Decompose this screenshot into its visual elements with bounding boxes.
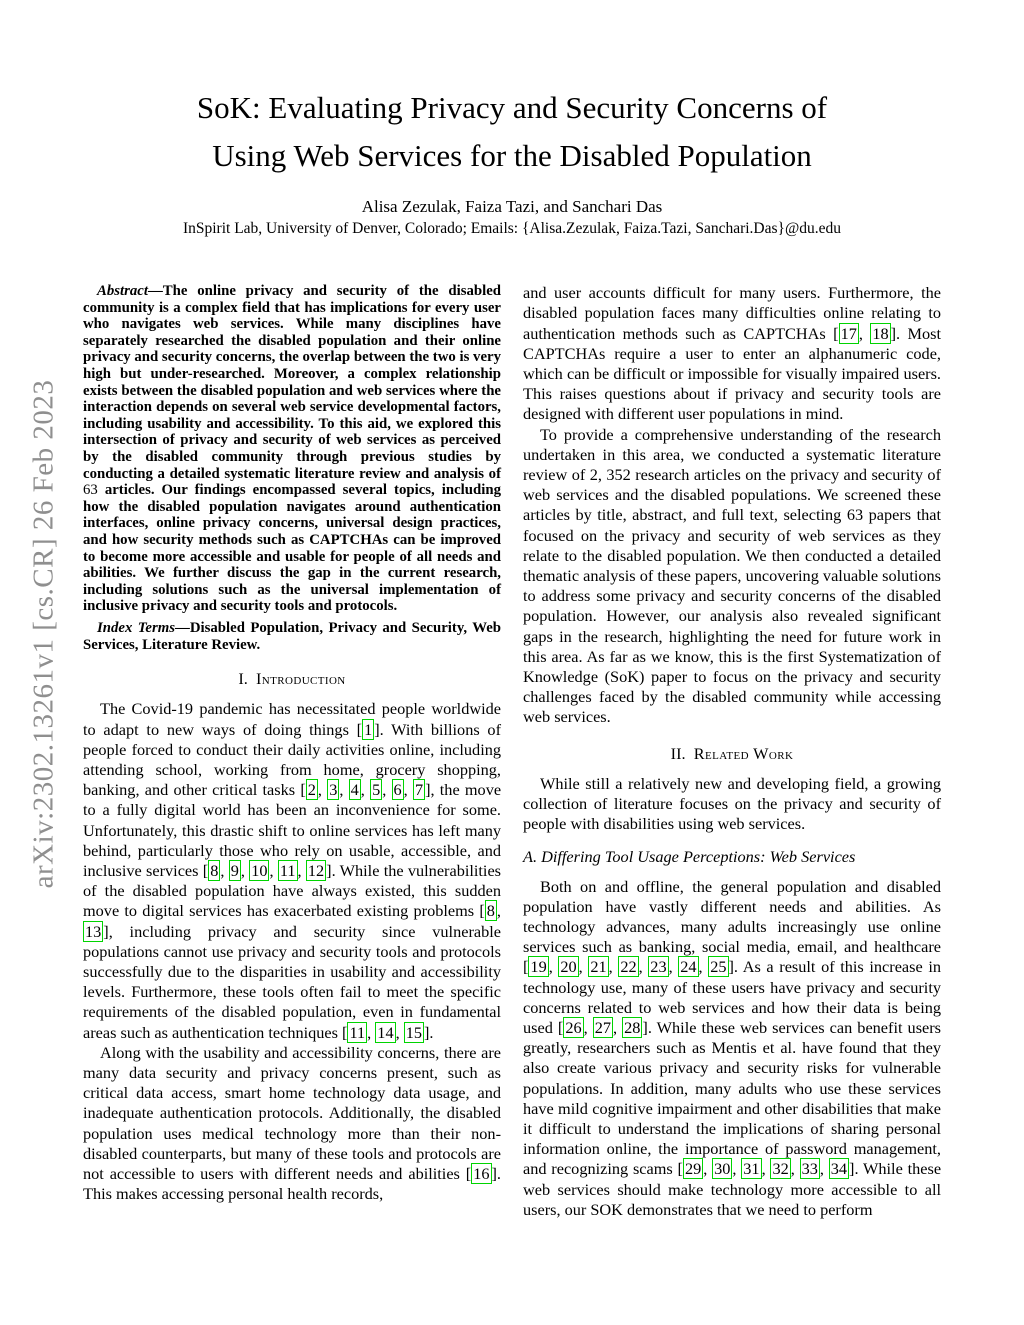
citation-link[interactable]: 8 bbox=[208, 859, 221, 881]
citation-link[interactable]: 9 bbox=[228, 859, 241, 881]
abstract-paragraph: Abstract—The online privacy and security… bbox=[83, 283, 501, 615]
citation-link[interactable]: 32 bbox=[770, 1158, 791, 1180]
citation-link[interactable]: 21 bbox=[588, 956, 609, 978]
citation-link[interactable]: 5 bbox=[370, 779, 383, 801]
subsection-title: Differing Tool Usage Perceptions: Web Se… bbox=[541, 847, 856, 867]
citation-link[interactable]: 27 bbox=[592, 1017, 614, 1038]
citation-link[interactable]: 34 bbox=[828, 1158, 850, 1180]
citation-link[interactable]: 20 bbox=[558, 956, 579, 978]
section-number: I. bbox=[238, 669, 248, 689]
section-heading: II. Related Work bbox=[523, 744, 941, 764]
citation-link[interactable]: 7 bbox=[412, 779, 426, 801]
citation-link[interactable]: 16 bbox=[471, 1163, 492, 1185]
paper-title-line1: SoK: Evaluating Privacy and Security Con… bbox=[196, 90, 828, 125]
section-title: Introduction bbox=[255, 669, 346, 689]
section-number: II. bbox=[670, 743, 686, 763]
citation-link[interactable]: 8 bbox=[484, 900, 497, 922]
index-terms-paragraph: Index Terms—Disabled Population, Privacy… bbox=[83, 619, 502, 653]
abstract-label: Abstract bbox=[97, 283, 148, 300]
two-column-body: Abstract—The online privacy and security… bbox=[83, 283, 941, 1220]
body-paragraph: While still a relatively new and develop… bbox=[523, 773, 941, 834]
body-paragraph: Both on and offline, the general populat… bbox=[523, 876, 942, 1219]
subsection-heading: A. Differing Tool Usage Perceptions: Web… bbox=[523, 847, 941, 867]
section-heading: I. Introduction bbox=[83, 669, 501, 689]
body-paragraph: Along with the usability and accessibili… bbox=[83, 1042, 501, 1204]
citation-link[interactable]: 19 bbox=[528, 956, 549, 978]
citation-link[interactable]: 25 bbox=[708, 956, 729, 978]
section-title: Related Work bbox=[693, 743, 794, 763]
citation-link[interactable]: 31 bbox=[741, 1158, 762, 1180]
body-paragraph: The Covid-19 pandemic has necessitated p… bbox=[83, 699, 502, 1043]
numeral: 63 bbox=[83, 482, 98, 499]
citation-link[interactable]: 29 bbox=[682, 1158, 704, 1180]
citation-link[interactable]: 11 bbox=[347, 1021, 368, 1043]
citation-link[interactable]: 1 bbox=[362, 718, 375, 740]
citation-link[interactable]: 28 bbox=[622, 1017, 643, 1038]
citation-link[interactable]: 22 bbox=[618, 956, 639, 978]
citation-link[interactable]: 24 bbox=[678, 956, 699, 978]
citation-link[interactable]: 3 bbox=[327, 779, 340, 801]
body-paragraph: and user accounts difficult for many use… bbox=[523, 283, 942, 424]
index-terms-label: Index Terms bbox=[97, 619, 176, 636]
arxiv-watermark: arXiv:2302.13261v1 [cs.CR] 26 Feb 2023 bbox=[27, 379, 60, 889]
right-column: and user accounts difficult for many use… bbox=[523, 283, 941, 1220]
citation-link[interactable]: 12 bbox=[305, 859, 327, 881]
citation-link[interactable]: 13 bbox=[83, 920, 104, 942]
body-paragraph: To provide a comprehensive understanding… bbox=[523, 424, 941, 727]
citation-link[interactable]: 14 bbox=[375, 1021, 396, 1043]
paper-title: SoK: Evaluating Privacy and Security Con… bbox=[0, 84, 1024, 180]
citation-link[interactable]: 23 bbox=[648, 956, 669, 978]
citation-link[interactable]: 30 bbox=[712, 1158, 733, 1180]
paper-title-line2: Using Web Services for the Disabled Popu… bbox=[212, 138, 812, 174]
citation-link[interactable]: 15 bbox=[403, 1021, 424, 1043]
subsection-number: A. bbox=[523, 847, 538, 867]
citation-link[interactable]: 33 bbox=[799, 1158, 820, 1180]
citation-link[interactable]: 10 bbox=[249, 859, 270, 881]
left-column: Abstract—The online privacy and security… bbox=[83, 283, 501, 1220]
citation-link[interactable]: 17 bbox=[838, 322, 859, 344]
paper-header: SoK: Evaluating Privacy and Security Con… bbox=[0, 0, 1024, 238]
authors: Alisa Zezulak, Faiza Tazi, and Sanchari … bbox=[361, 197, 663, 217]
citation-link[interactable]: 11 bbox=[277, 859, 298, 881]
citation-link[interactable]: 6 bbox=[391, 779, 404, 801]
affiliation: InSpirit Lab, University of Denver, Colo… bbox=[182, 220, 842, 238]
citation-link[interactable]: 4 bbox=[348, 779, 361, 801]
citation-link[interactable]: 18 bbox=[870, 322, 891, 344]
citation-link[interactable]: 2 bbox=[305, 779, 318, 801]
citation-link[interactable]: 26 bbox=[563, 1017, 584, 1038]
